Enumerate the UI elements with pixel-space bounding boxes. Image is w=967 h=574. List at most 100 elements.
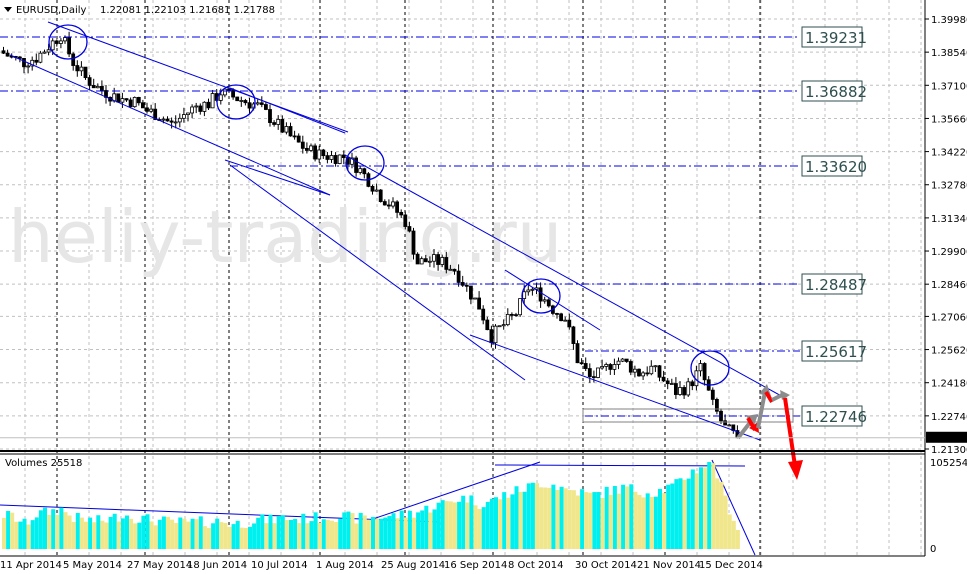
volume-bar <box>645 493 650 549</box>
candle <box>190 104 195 119</box>
volume-bar <box>43 507 47 549</box>
candle <box>395 200 400 218</box>
bull-candle-body <box>38 52 43 63</box>
volume-bar <box>563 488 568 549</box>
volume-bar <box>633 491 638 549</box>
volume-bar <box>559 486 564 549</box>
volume-bar <box>96 515 101 549</box>
bear-candle-body <box>354 157 359 173</box>
bear-candle-body <box>485 319 490 331</box>
candles <box>1 31 740 439</box>
candle <box>706 376 711 391</box>
bear-candle-body <box>100 86 104 91</box>
bear-candle-body <box>116 93 121 103</box>
candle <box>604 362 609 372</box>
bear-candle-body <box>341 154 346 158</box>
bull-candle-body <box>317 149 322 160</box>
bear-candle-body <box>206 101 211 109</box>
channel-line <box>344 154 786 399</box>
volume-bar <box>330 520 334 549</box>
volume-bar <box>703 467 708 549</box>
candle <box>329 150 334 163</box>
volume-bar <box>75 512 80 549</box>
bull-candle-body <box>604 364 609 367</box>
volume-bar <box>30 520 35 549</box>
volume-bar <box>34 517 39 549</box>
bear-candle-body <box>477 297 482 310</box>
volume-bar <box>686 478 691 549</box>
volume-bar <box>699 467 703 549</box>
bull-candle-body <box>633 368 637 373</box>
volume-bar <box>239 527 244 549</box>
volume-bar <box>403 517 408 549</box>
volume-bar <box>38 510 43 549</box>
volume-bar <box>116 521 121 549</box>
highlight-circle <box>521 278 561 314</box>
volume-bar <box>137 522 142 549</box>
volume-bar <box>371 516 375 549</box>
volume-bar <box>690 469 695 549</box>
volume-bar <box>313 512 318 549</box>
candle <box>612 358 617 375</box>
volume-bar <box>141 515 146 549</box>
bear-candle-body <box>5 52 10 57</box>
volume-bar <box>424 505 429 549</box>
bull-candle-body <box>284 126 289 133</box>
bear-candle-body <box>382 201 387 206</box>
candle <box>665 378 670 390</box>
volume-bar <box>366 519 371 549</box>
volume-bar <box>416 512 421 549</box>
bull-candle-body <box>620 358 625 362</box>
bull-candle-body <box>59 40 63 44</box>
volume-bar <box>555 489 560 549</box>
volume-bar <box>129 518 134 549</box>
volume-bar <box>276 516 281 549</box>
candle <box>268 104 272 127</box>
candle <box>444 251 449 274</box>
candle <box>579 358 584 365</box>
price-tick-label: 1.32780 <box>931 181 967 192</box>
volume-bar <box>522 491 527 549</box>
volume-bar <box>621 484 626 549</box>
bull-candle-body <box>46 49 51 53</box>
volume-bar <box>600 497 605 549</box>
dropdown-triangle-icon[interactable] <box>4 7 12 12</box>
candle <box>526 285 531 296</box>
volume-trendline <box>369 461 541 521</box>
candle <box>120 92 125 108</box>
bear-candle-body <box>231 89 236 98</box>
candle <box>222 87 227 98</box>
bull-candle-body <box>501 324 506 327</box>
volume-bar <box>608 494 613 549</box>
candle <box>419 256 424 265</box>
candle <box>321 148 326 159</box>
bull-candle-body <box>522 291 527 299</box>
bear-candle-body <box>592 376 596 378</box>
volume-bar <box>530 482 535 549</box>
volume-bar <box>88 517 93 549</box>
volume-bar <box>207 528 211 549</box>
candle <box>87 74 92 91</box>
volume-bar <box>502 492 507 549</box>
candle <box>710 387 715 406</box>
candle <box>325 152 330 164</box>
candle <box>136 96 141 106</box>
support-zone-rectangle <box>582 408 794 423</box>
channel-line <box>9 54 331 196</box>
candle <box>514 312 518 317</box>
bear-candle-body <box>87 77 92 86</box>
volume-bar <box>407 510 412 549</box>
volume-bar <box>625 486 630 549</box>
level-label: 1.36882 <box>805 83 867 101</box>
candle <box>38 50 43 64</box>
bear-candle-body <box>313 145 318 160</box>
candle <box>698 360 703 377</box>
candle <box>288 122 293 137</box>
volume-bar <box>518 491 523 549</box>
price-tick-label: 1.21300 <box>931 445 967 456</box>
bull-candle-body <box>95 86 100 89</box>
volume-bar <box>293 518 298 549</box>
candle <box>559 312 563 322</box>
